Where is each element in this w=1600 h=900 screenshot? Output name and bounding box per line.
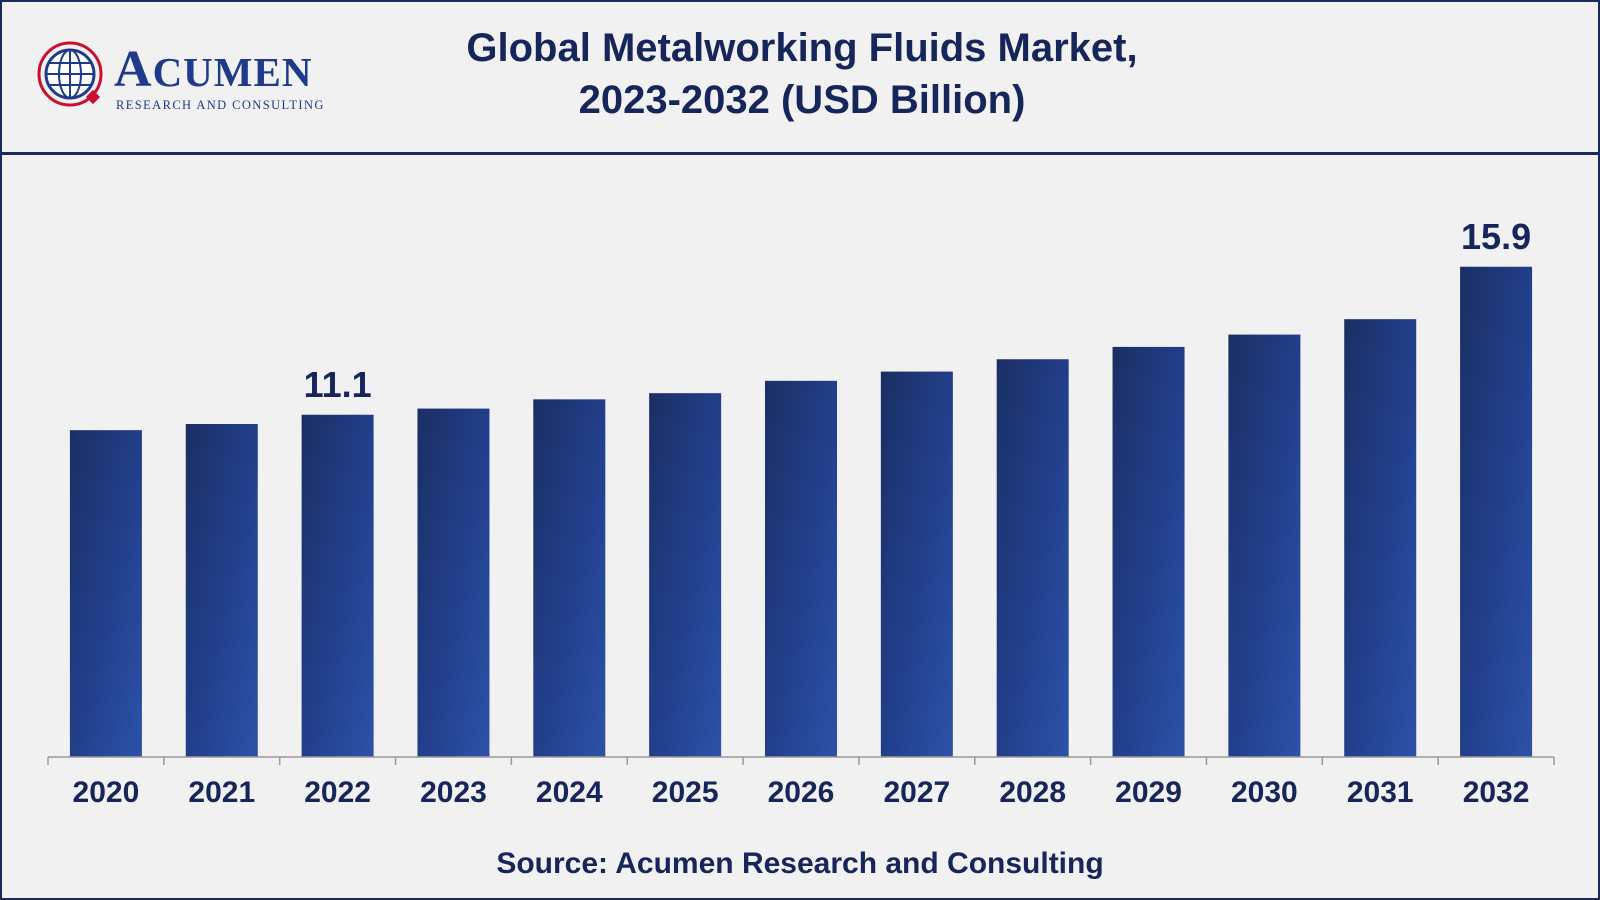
bar-2020 <box>69 430 142 757</box>
logo-word-rest: CUMEN <box>152 49 313 95</box>
acumen-logo: ACUMEN RESEARCH AND CONSULTING <box>34 36 364 116</box>
x-tick-label: 2026 <box>768 776 835 809</box>
chart-title-line-2: 2023-2032 (USD Billion) <box>578 78 1026 122</box>
x-tick-label: 2024 <box>536 776 603 809</box>
bar-2024 <box>533 399 606 757</box>
x-tick-label: 2025 <box>652 776 719 809</box>
chart-title: Global Metalworking Fluids Market, 2023-… <box>382 22 1222 126</box>
header: ACUMEN RESEARCH AND CONSULTING Global Me… <box>2 2 1598 155</box>
bar-2028 <box>996 359 1069 757</box>
bar-2025 <box>649 393 722 757</box>
logo-initial: A <box>114 41 153 98</box>
bar-2030 <box>1228 334 1301 757</box>
x-tick-label: 2020 <box>73 776 140 809</box>
globe-icon <box>37 41 103 107</box>
x-tick-label: 2021 <box>188 776 255 809</box>
bar-2021 <box>185 424 258 757</box>
x-tick-label: 2029 <box>1115 776 1182 809</box>
x-tick-label: 2028 <box>999 776 1066 809</box>
bar-2032 <box>1460 266 1533 757</box>
x-tick-label: 2023 <box>420 776 487 809</box>
bar-2023 <box>417 408 490 757</box>
x-tick-label: 2031 <box>1347 776 1414 809</box>
bar-2022 <box>301 414 374 757</box>
x-tick-label: 2022 <box>304 776 371 809</box>
bar-2031 <box>1344 319 1417 757</box>
bar-2029 <box>1112 346 1185 757</box>
x-tick-label: 2030 <box>1231 776 1298 809</box>
chart-title-line-1: Global Metalworking Fluids Market, <box>466 26 1138 70</box>
x-tick-label: 2032 <box>1463 776 1530 809</box>
x-tick-label: 2027 <box>883 776 950 809</box>
bar-2027 <box>880 371 953 757</box>
logo-subtitle: RESEARCH AND CONSULTING <box>116 98 325 112</box>
data-label: 11.1 <box>304 364 372 405</box>
data-label: 15.9 <box>1461 216 1531 257</box>
bar-2026 <box>765 380 837 757</box>
logo-wordmark: ACUMEN <box>114 40 312 99</box>
source-note: Source: Acumen Research and Consulting <box>496 847 1104 880</box>
